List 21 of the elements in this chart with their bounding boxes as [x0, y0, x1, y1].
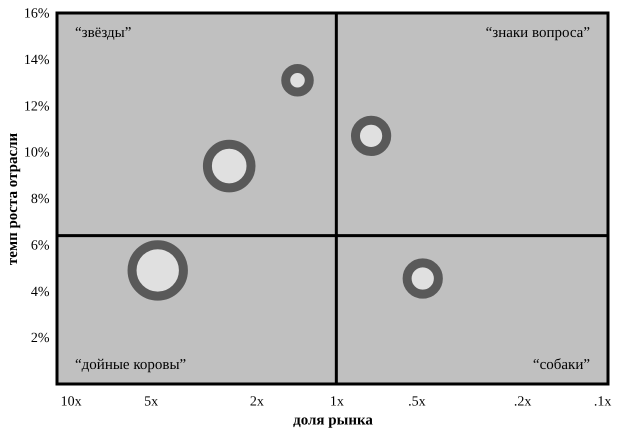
annotation: “собаки”	[532, 357, 590, 373]
y-axis-title: темп роста отрасли	[4, 132, 21, 266]
annotation: “звёзды”	[75, 25, 132, 41]
x-tick-label: .5x	[408, 394, 426, 410]
y-tick-label: 12%	[24, 99, 50, 114]
y-tick-label: 8%	[30, 192, 50, 207]
y-tick-label: 6%	[30, 238, 50, 254]
y-tick-label: 16%	[24, 6, 50, 22]
y-tick-label: 10%	[24, 146, 50, 161]
y-tick-label: 2%	[30, 331, 50, 346]
x-tick-label: 5x	[144, 394, 158, 410]
x-tick-label: 10x	[60, 394, 82, 410]
x-tick-label: 2x	[250, 394, 264, 410]
x-tick-label: 1x	[330, 394, 344, 410]
annotation: “знаки вопроса”	[486, 25, 590, 41]
x-tick-label: .1x	[594, 394, 612, 410]
x-tick-label: .2x	[514, 394, 532, 410]
y-tick-label: 4%	[30, 284, 50, 300]
x-axis-title: доля рынка	[293, 412, 374, 428]
y-tick-label: 14%	[24, 52, 50, 68]
annotation: “дойные коровы”	[75, 357, 186, 373]
